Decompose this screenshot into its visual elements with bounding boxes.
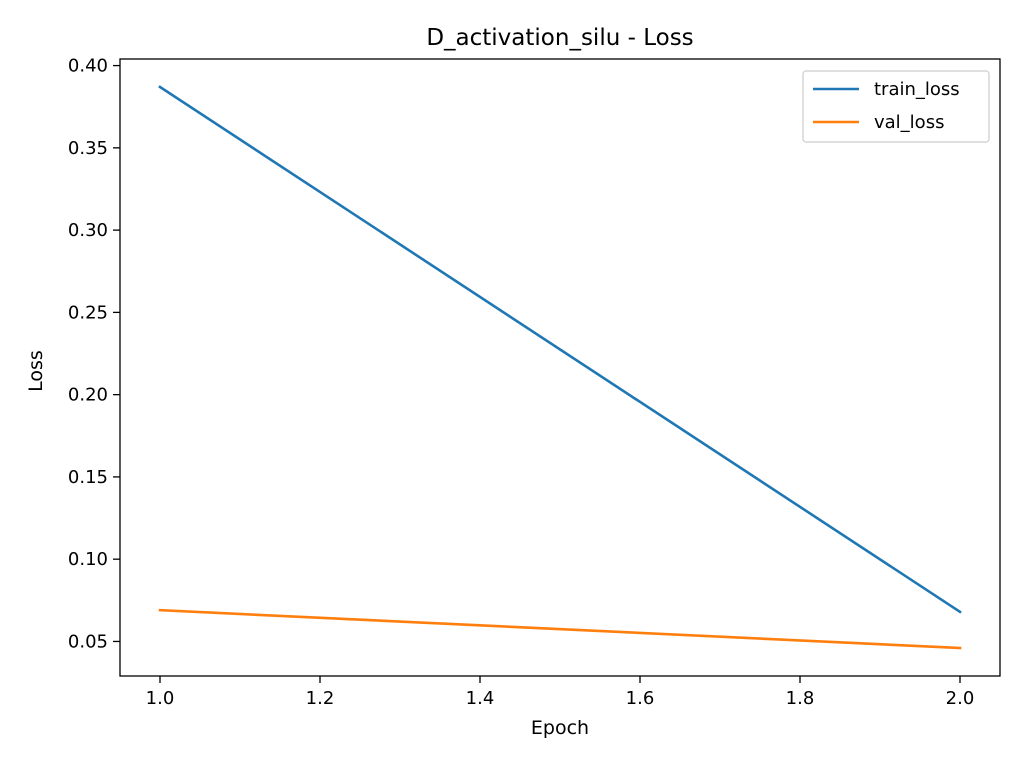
y-tick-label: 0.40: [68, 56, 108, 77]
series-line-val-loss: [158, 608, 962, 650]
x-tick-label: 1.2: [306, 688, 335, 709]
plot-area: 1.0 1.2 1.4 1.6 1.8 2.0 0.05 0.10 0.15 0.20 0.25 0.…: [68, 56, 1001, 709]
x-tick-label: 1.8: [786, 688, 815, 709]
x-tick-label: 1.4: [466, 688, 495, 709]
y-tick-label: 0.05: [68, 631, 108, 652]
y-tick-label: 0.30: [68, 220, 108, 241]
chart-title: D_activation_silu - Loss: [426, 25, 693, 51]
legend-label-val-loss: val_loss: [874, 112, 944, 133]
y-tick-label: 0.15: [68, 467, 108, 488]
x-tick-label: 1.6: [626, 688, 655, 709]
y-axis-label: Loss: [25, 350, 47, 392]
legend-label-train-loss: train_loss: [874, 79, 960, 100]
y-tick-label: 0.25: [68, 302, 108, 323]
legend: train_loss val_loss: [802, 70, 990, 143]
axes-frame: [119, 58, 1001, 677]
x-axis-label: Epoch: [531, 717, 589, 739]
y-tick-label: 0.10: [68, 549, 108, 570]
x-tick-label: 2.0: [946, 688, 975, 709]
series-line-train-loss: [158, 85, 962, 614]
y-tick-label: 0.20: [68, 385, 108, 406]
x-tick-label: 1.0: [146, 688, 175, 709]
y-tick-label: 0.35: [68, 138, 108, 159]
